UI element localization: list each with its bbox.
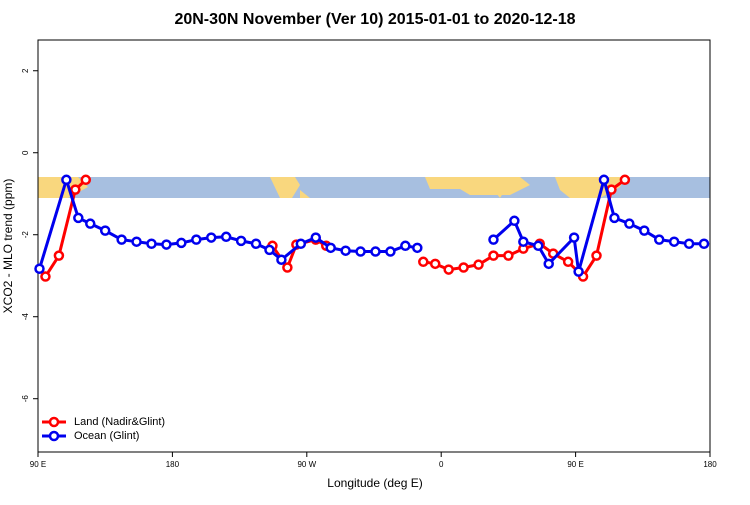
data-point: [370, 246, 381, 257]
data-point: [509, 215, 520, 227]
data-point: [591, 250, 602, 261]
x-tick-label: 90 E: [30, 460, 46, 469]
legend-label: Land (Nadir&Glint): [74, 416, 165, 428]
data-point: [235, 235, 247, 247]
data-point: [176, 237, 187, 249]
legend-label: Ocean (Glint): [74, 430, 139, 442]
data-point: [295, 238, 307, 249]
data-point: [619, 174, 631, 186]
y-tick-label: 0: [21, 150, 30, 155]
data-point: [250, 238, 262, 249]
data-point: [146, 238, 157, 249]
data-point: [282, 262, 293, 273]
legend-marker: [48, 416, 60, 428]
data-point: [205, 232, 217, 243]
data-point: [400, 240, 411, 252]
x-tick-label: 90 W: [297, 460, 316, 469]
y-tick-label: -6: [21, 395, 30, 403]
data-point: [116, 234, 127, 245]
data-point: [624, 218, 635, 229]
x-tick-label: 90 E: [567, 460, 583, 469]
y-axis-label: XCO2 - MLO trend (ppm): [1, 179, 15, 314]
data-point: [488, 250, 499, 261]
data-point: [609, 212, 620, 224]
data-point: [573, 266, 584, 277]
y-tick-label: -2: [21, 231, 30, 239]
data-point: [429, 258, 441, 270]
data-point: [310, 232, 322, 243]
data-point: [668, 236, 680, 247]
data-point: [40, 271, 51, 282]
data-point: [325, 242, 336, 254]
data-point: [503, 250, 514, 261]
data-point: [99, 225, 111, 236]
data-point: [473, 259, 484, 270]
data-point: [53, 250, 65, 261]
data-point: [683, 238, 695, 249]
y-tick-label: -4: [21, 313, 30, 321]
chart-title: 20N-30N November (Ver 10) 2015-01-01 to …: [174, 11, 575, 28]
data-point: [340, 245, 351, 256]
data-point: [458, 262, 469, 273]
data-point: [488, 234, 499, 245]
data-point: [443, 264, 454, 275]
data-point: [61, 174, 72, 186]
data-point: [191, 234, 202, 245]
legend-marker: [48, 430, 60, 442]
data-point: [418, 256, 429, 268]
x-tick-label: 0: [439, 460, 444, 469]
plot-frame: [37, 39, 711, 453]
map-strip: [38, 177, 710, 198]
data-point: [355, 246, 366, 257]
data-point: [80, 174, 92, 186]
data-point: [653, 234, 665, 245]
data-point: [85, 218, 96, 229]
data-point: [698, 238, 710, 249]
data-point: [562, 256, 574, 268]
data-point: [543, 258, 554, 270]
data-point: [598, 174, 610, 186]
data-point: [518, 236, 529, 247]
x-tick-label: 180: [703, 460, 717, 469]
y-tick-label: 2: [21, 68, 30, 73]
data-point: [34, 263, 45, 275]
x-axis-label: Longitude (deg E): [327, 476, 422, 490]
data-point: [385, 246, 396, 257]
data-point: [131, 236, 142, 247]
data-point: [73, 212, 84, 224]
data-point: [639, 225, 650, 236]
data-point: [161, 239, 172, 250]
data-point: [533, 240, 544, 252]
data-point: [70, 184, 81, 195]
data-point: [220, 231, 232, 243]
data-point: [276, 254, 287, 265]
x-tick-label: 180: [166, 460, 180, 469]
data-point: [264, 244, 275, 256]
data-point: [412, 242, 423, 254]
data-point: [568, 232, 580, 243]
